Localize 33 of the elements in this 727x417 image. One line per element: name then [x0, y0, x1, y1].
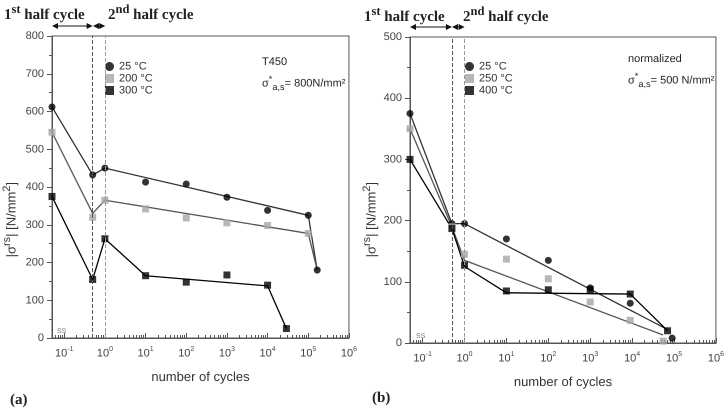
annotation: normalized — [628, 53, 682, 65]
legend-label: 25 °C — [479, 60, 507, 72]
x-axis-title: number of cycles — [151, 369, 250, 384]
y-tick-label: 400 — [384, 92, 402, 104]
legend-label: 300 °C — [119, 84, 153, 96]
legend-label: 200 °C — [119, 72, 153, 84]
y-tick-label: 300 — [384, 153, 402, 166]
y-tick-label: 600 — [26, 106, 44, 118]
y-tick-label: 100 — [384, 276, 402, 288]
y-tick-label: 0 — [396, 337, 402, 349]
y-tick-label: 200 — [26, 256, 44, 268]
annotation: σ$^{*}$$_{a,s}$= 500 N/mm² — [628, 71, 714, 89]
y-tick-label: 500 — [26, 143, 44, 156]
legend-label: 400 °C — [479, 84, 513, 96]
legend-label: 25 °C — [119, 60, 147, 72]
annotation: T450 — [262, 56, 288, 68]
y-tick-label: 300 — [26, 218, 44, 231]
text: (a) — [10, 392, 28, 409]
x-axis-title: number of cycles — [514, 374, 613, 389]
y-tick-label: 800 — [26, 30, 44, 42]
text: 1$^{st}$ half cycle — [364, 4, 445, 26]
text: 2$^{nd}$ half cycle — [463, 4, 549, 26]
y-tick-label: 0 — [38, 332, 44, 344]
annotation: σ$^{*}$$_{a,s}$= 800N/mm² — [262, 74, 346, 92]
y-tick-label: 500 — [384, 31, 402, 43]
y-tick-label: 100 — [26, 294, 44, 306]
text: 2$^{nd}$ half cycle — [108, 2, 194, 24]
y-tick-label: 700 — [26, 68, 44, 80]
text: 1$^{st}$ half cycle — [4, 2, 85, 24]
text: (b) — [372, 390, 390, 407]
y-tick-label: 400 — [26, 181, 44, 193]
legend-label: 250 °C — [479, 72, 513, 84]
y-tick-label: 200 — [384, 214, 402, 227]
